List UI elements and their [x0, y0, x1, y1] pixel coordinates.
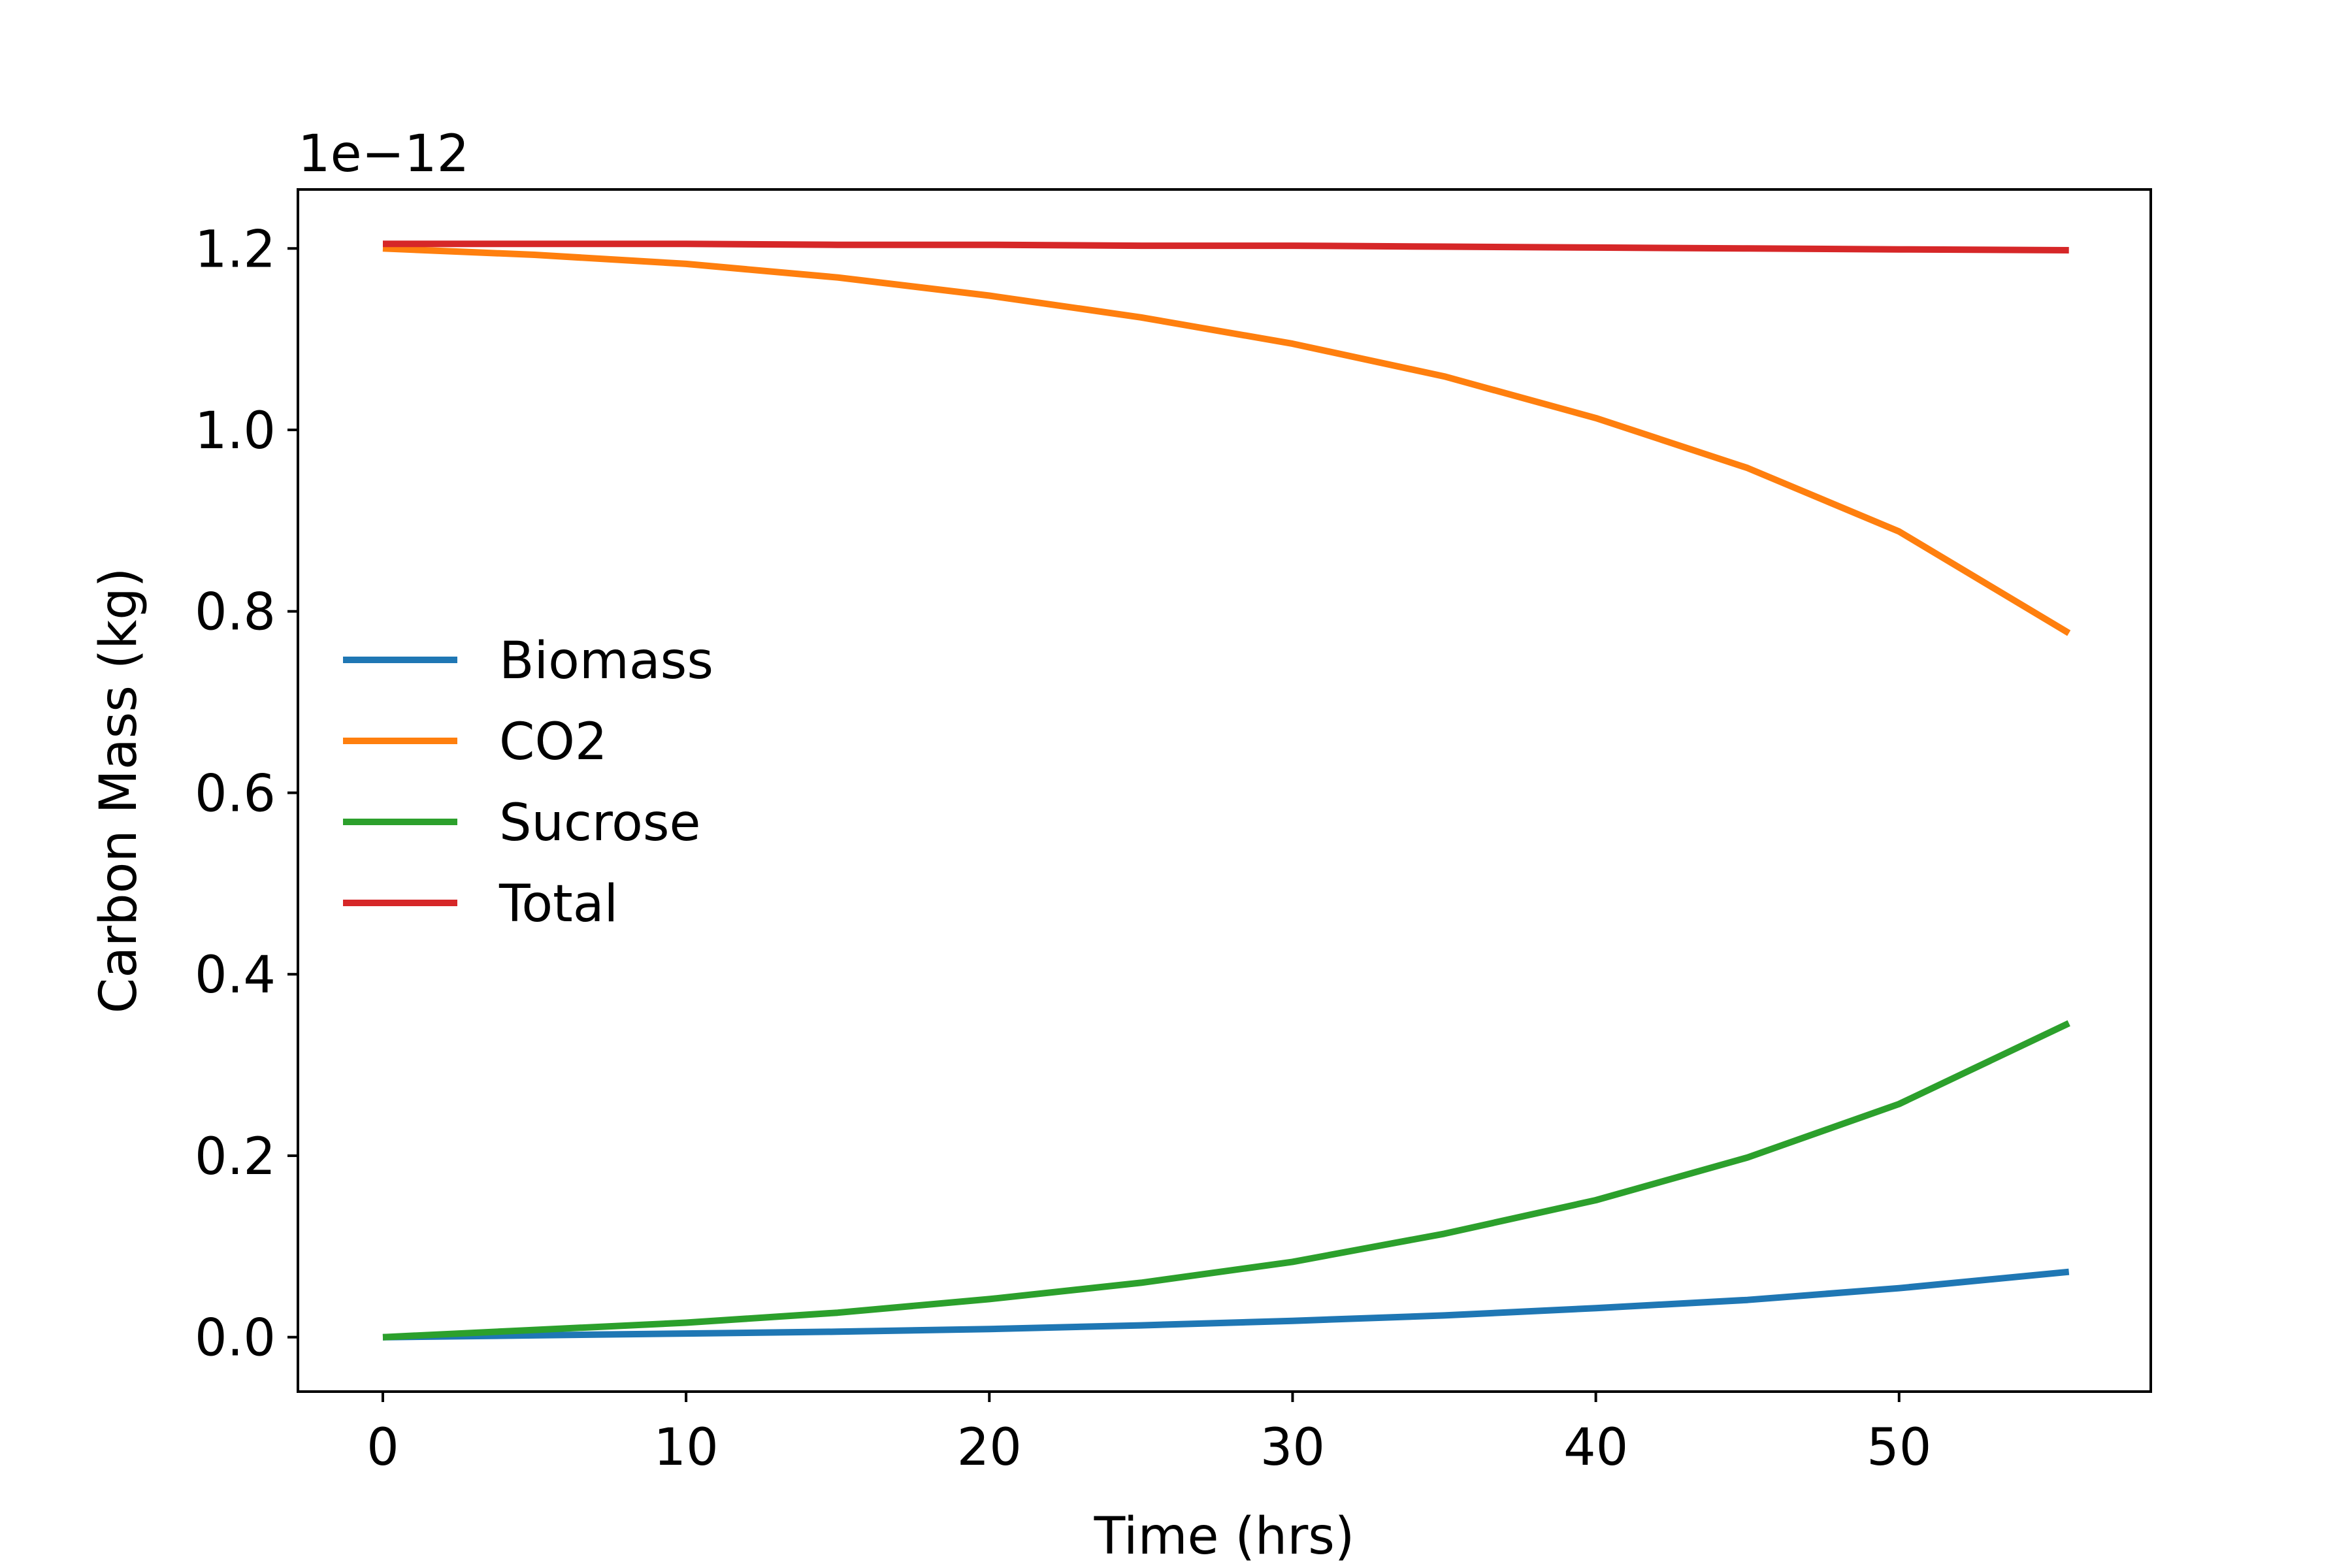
x-tick-label: 40	[1563, 1418, 1628, 1477]
y-tick-label: 0.2	[195, 1128, 276, 1186]
y-tick-label: 0.4	[195, 946, 276, 1005]
plot-frame	[297, 188, 2152, 1393]
legend-label-co2: CO2	[499, 713, 607, 772]
x-tick-label: 0	[367, 1418, 399, 1477]
legend-label-total: Total	[498, 875, 618, 934]
x-tick-label: 10	[653, 1418, 718, 1477]
x-axis-label: Time (hrs)	[1094, 1507, 1355, 1566]
series-line-total	[383, 240, 2069, 253]
y-tick-label: 1.2	[195, 220, 276, 279]
y-axis-offset-label: 1e−12	[298, 125, 469, 184]
y-tick-label: 0.8	[195, 583, 276, 642]
y-tick-label: 0.0	[195, 1309, 276, 1368]
y-tick-label: 1.0	[195, 402, 276, 461]
plot-area	[298, 189, 2151, 1392]
x-tick-label: 20	[957, 1418, 1022, 1477]
series-line-co2	[382, 245, 2071, 636]
y-axis: 0.0 0.2 0.4 0.6 0.8 1.0 1.2	[195, 220, 298, 1368]
y-axis-label: Carbon Mass (kg)	[90, 568, 148, 1014]
series-layer	[382, 240, 2071, 1341]
series-line-sucrose	[382, 1020, 2070, 1341]
x-axis: 0 10 20 30 40 50	[367, 1392, 1931, 1477]
y-tick-label: 0.6	[195, 764, 276, 823]
legend-label-biomass: Biomass	[499, 632, 713, 691]
x-tick-label: 50	[1867, 1418, 1931, 1477]
x-tick-label: 30	[1260, 1418, 1325, 1477]
series-line-biomass	[382, 1268, 2070, 1341]
legend: Biomass CO2 Sucrose Total	[343, 632, 713, 934]
legend-label-sucrose: Sucrose	[499, 794, 701, 853]
